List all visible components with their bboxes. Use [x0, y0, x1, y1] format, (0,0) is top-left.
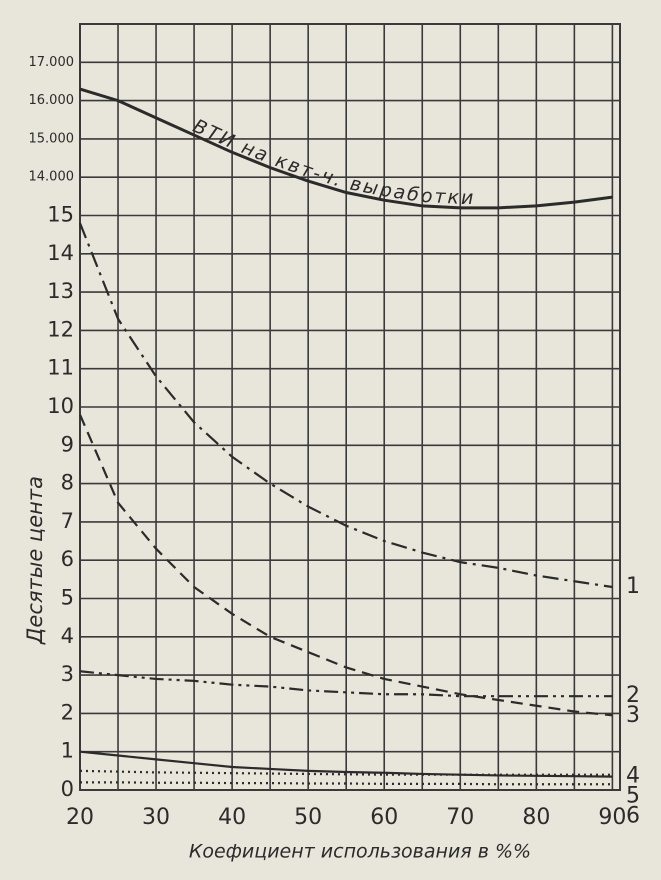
series-label: 4 [626, 764, 640, 789]
y-tick-label: 14 [47, 241, 74, 265]
series-label: 2 [626, 683, 640, 708]
series-line [79, 670, 613, 698]
y-tick-label: 1 [61, 739, 74, 763]
series-label: 1 [626, 574, 640, 599]
y2-tick-label: 16.000 [29, 93, 75, 108]
series-line [79, 87, 613, 210]
y-axis-label: Десятые цента [23, 476, 47, 645]
x-tick-label: 60 [370, 805, 398, 830]
x-tick-label: 20 [66, 805, 94, 830]
series-line [78, 222, 613, 589]
y-tick-label: 10 [47, 394, 74, 418]
series-line [78, 414, 613, 717]
x-tick-label: 90 [598, 805, 626, 830]
y2-tick-label: 17.000 [29, 55, 75, 70]
y-tick-label: 7 [61, 509, 74, 533]
series-label: 5 [626, 784, 640, 809]
y-tick-label: 15 [47, 203, 74, 227]
series-label: 6 [626, 804, 640, 829]
x-axis-label: Коефициент использования в %% [189, 841, 531, 863]
x-tick-label: 70 [446, 805, 474, 830]
y-tick-label: 8 [61, 471, 74, 495]
y-tick-label: 12 [47, 317, 74, 341]
y-tick-label: 13 [47, 279, 74, 303]
y-tick-label: 9 [61, 432, 74, 456]
y-tick-label: 0 [61, 777, 74, 801]
x-tick-label: 30 [142, 805, 170, 830]
y-tick-label: 5 [61, 586, 74, 610]
y2-tick-label: 15.000 [29, 131, 75, 146]
series-line [79, 750, 613, 778]
x-tick-label: 80 [522, 805, 550, 830]
y-tick-label: 11 [47, 356, 74, 380]
y-tick-label: 4 [61, 624, 74, 648]
y-tick-label: 6 [61, 547, 74, 571]
series-label: 3 [626, 703, 640, 728]
x-tick-label: 50 [294, 805, 322, 830]
x-tick-label: 40 [218, 805, 246, 830]
y-tick-label: 2 [61, 700, 74, 724]
y-tick-label: 3 [61, 662, 74, 686]
y2-tick-label: 14.000 [29, 170, 75, 185]
